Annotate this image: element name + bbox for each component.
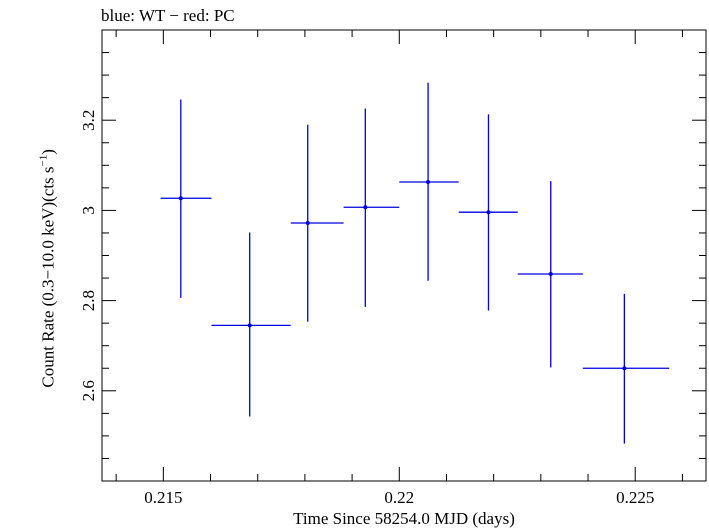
y-tick-label: 2.8 (79, 290, 98, 311)
x-tick-label: 0.22 (384, 488, 414, 507)
x-axis-label: Time Since 58254.0 MJD (days) (293, 509, 515, 528)
point-marker (622, 366, 627, 371)
point-marker (486, 210, 491, 215)
data-point (160, 99, 212, 298)
x-tick-label: 0.225 (616, 488, 654, 507)
point-marker (247, 323, 252, 328)
data-point (290, 124, 344, 322)
point-marker (178, 196, 183, 201)
data-point (211, 232, 291, 417)
x-tick-label: 0.215 (144, 488, 182, 507)
y-tick-label: 3.2 (79, 110, 98, 131)
plot-frame (101, 29, 707, 482)
data-point (582, 293, 670, 444)
y-tick-label: 3 (79, 206, 98, 215)
data-point (458, 114, 518, 311)
y-tick-label: 2.6 (79, 380, 98, 401)
point-marker (305, 221, 310, 226)
data-points (160, 82, 670, 444)
data-point (517, 181, 583, 368)
data-point (343, 108, 400, 307)
point-marker (363, 205, 368, 210)
axis-tick-labels: 0.215 0.22 0.225 2.6 2.8 3 3.2 (79, 110, 654, 507)
point-marker (548, 271, 553, 276)
data-point (399, 82, 459, 281)
chart-title: blue: WT − red: PC (101, 6, 235, 25)
point-marker (426, 179, 431, 184)
axis-ticks (102, 29, 706, 482)
